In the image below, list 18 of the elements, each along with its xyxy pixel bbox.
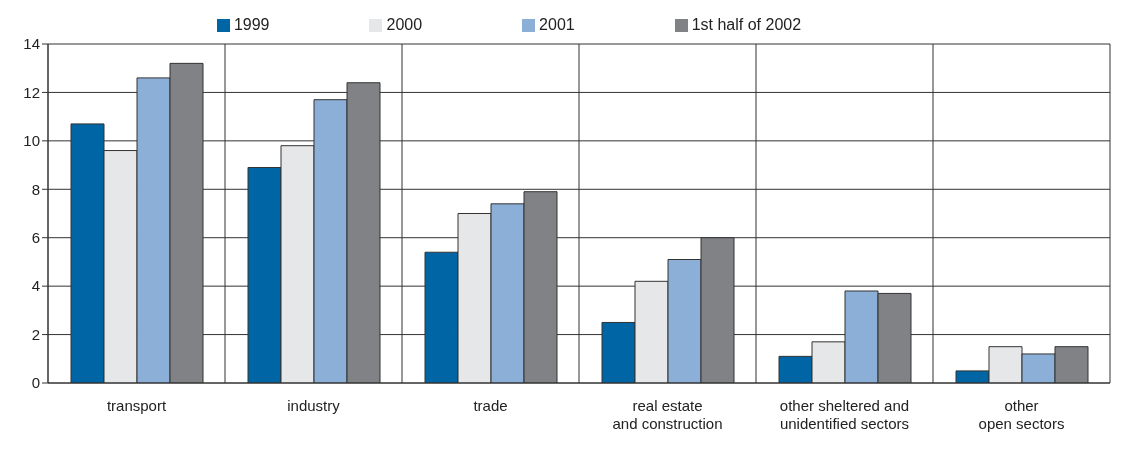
legend-label: 1st half of 2002 <box>691 16 802 33</box>
legend-label: 1999 <box>233 16 270 33</box>
x-tick-label: transport <box>106 397 167 414</box>
legend-label: 2001 <box>539 16 575 33</box>
y-tick-label: 12 <box>23 83 40 101</box>
x-tick-label: other open sectors <box>978 397 1065 432</box>
y-tick-label: 14 <box>23 35 40 53</box>
legend-label: 2000 <box>386 16 423 33</box>
x-tick-label: other sheltered and unidentified sectors <box>779 397 910 432</box>
y-tick-label: 6 <box>31 229 40 247</box>
x-tick-label: trade <box>473 397 508 414</box>
x-tick-label: industry <box>287 397 341 414</box>
y-tick-label: 0 <box>31 374 40 392</box>
y-tick-label: 4 <box>31 277 40 295</box>
y-tick-label: 10 <box>23 132 40 150</box>
y-tick-label: 8 <box>31 180 40 198</box>
y-tick-label: 2 <box>31 325 40 343</box>
x-tick-label: real estate and construction <box>612 397 723 432</box>
